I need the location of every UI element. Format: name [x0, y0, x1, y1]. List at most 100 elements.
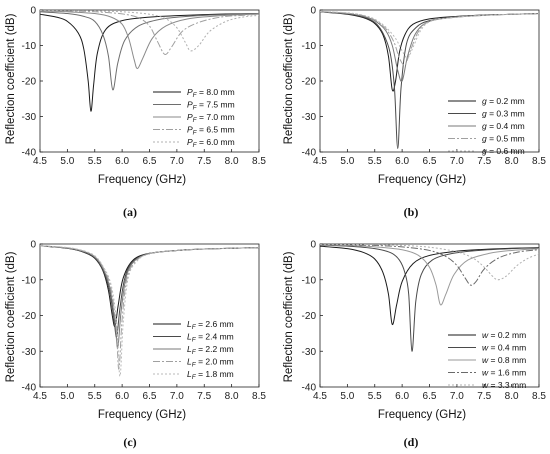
legend-label: LF = 1.8 mm [187, 369, 234, 381]
y-tick-label: -40 [22, 383, 37, 394]
panel-a-label: (a) [123, 205, 137, 219]
y-tick-label: -10 [22, 41, 37, 52]
panel-b-label: (b) [404, 205, 419, 219]
legend-label: PF = 6.5 mm [187, 125, 235, 137]
x-tick-label: 8.5 [252, 391, 266, 402]
y-tick-label: -10 [22, 275, 37, 286]
x-tick-label: 5.5 [368, 391, 382, 402]
y-tick-label: -10 [302, 41, 317, 52]
x-tick-label: 6.0 [115, 156, 129, 167]
legend-label: LF = 2.2 mm [187, 344, 234, 356]
x-tick-label: 6.5 [423, 391, 437, 402]
x-tick-label: 7.0 [170, 156, 184, 167]
panel-a-xlabel: Frequency (GHz) [98, 174, 186, 186]
x-tick-label: 6.0 [115, 391, 129, 402]
x-tick-label: 7.5 [197, 156, 211, 167]
x-tick-label: 7.5 [477, 156, 491, 167]
y-tick-label: -30 [302, 347, 317, 358]
x-tick-label: 8.5 [532, 156, 546, 167]
series-line [320, 245, 539, 325]
y-tick-label: -30 [22, 347, 37, 358]
series-line [320, 244, 539, 306]
series-line [320, 11, 539, 82]
y-tick-label: -10 [302, 275, 317, 286]
legend-label: w = 3.3 mm [482, 380, 526, 390]
legend-label: PF = 7.5 mm [187, 100, 235, 112]
y-tick-label: -20 [22, 311, 37, 322]
series-line [320, 244, 539, 286]
y-tick-label: 0 [30, 240, 36, 251]
legend-label: LF = 2.0 mm [187, 357, 234, 369]
x-tick-label: 6.0 [395, 391, 409, 402]
x-tick-label: 6.5 [143, 156, 157, 167]
panel-b-ylabel: Reflection coefficient (dB) [283, 13, 295, 144]
y-tick-label: -20 [302, 77, 317, 88]
legend-label: g = 0.5 mm [482, 134, 525, 144]
y-tick-label: -40 [302, 383, 317, 394]
x-tick-label: 5.5 [88, 156, 102, 167]
x-tick-label: 7.0 [170, 391, 184, 402]
y-tick-label: 0 [310, 6, 316, 17]
x-tick-label: 8.0 [225, 391, 239, 402]
x-tick-label: 4.5 [313, 391, 327, 402]
legend-label: w = 0.8 mm [482, 355, 526, 365]
x-tick-label: 4.5 [33, 391, 47, 402]
panel-c: Reflection coefficient (dB) Frequency (G… [5, 240, 266, 450]
x-tick-label: 8.0 [225, 156, 239, 167]
series-line [320, 244, 539, 281]
panel-d-xlabel: Frequency (GHz) [378, 409, 466, 421]
series-line [40, 10, 259, 52]
panel-b: Reflection coefficient (dB) Frequency (G… [283, 6, 546, 220]
x-tick-label: 7.5 [477, 391, 491, 402]
x-tick-label: 6.5 [423, 156, 437, 167]
x-tick-label: 8.0 [505, 391, 519, 402]
legend-label: w = 0.2 mm [482, 330, 526, 340]
panel-b-xlabel: Frequency (GHz) [378, 174, 466, 186]
x-tick-label: 5.0 [340, 156, 354, 167]
series-line [40, 10, 259, 70]
legend-label: PF = 8.0 mm [187, 87, 235, 99]
panel-a: Reflection coefficient (dB) Frequency (G… [5, 6, 266, 220]
panel-a-ylabel: Reflection coefficient (dB) [5, 13, 17, 144]
y-tick-label: -30 [22, 112, 37, 123]
x-tick-label: 5.0 [60, 391, 74, 402]
legend-label: g = 0.2 mm [482, 96, 525, 106]
series-line [320, 11, 539, 92]
x-tick-label: 7.0 [450, 156, 464, 167]
plot-frame [319, 243, 540, 388]
legend-label: PF = 6.0 mm [187, 137, 235, 149]
legend-label: w = 0.4 mm [482, 343, 526, 353]
series-line [40, 10, 259, 55]
x-tick-label: 5.0 [340, 391, 354, 402]
legend-label: g = 0.3 mm [482, 109, 525, 119]
series-line [40, 11, 259, 91]
series-line [320, 244, 539, 352]
panel-d-ylabel: Reflection coefficient (dB) [283, 251, 295, 382]
y-tick-label: -40 [22, 148, 37, 159]
x-tick-label: 8.5 [252, 156, 266, 167]
y-tick-label: -40 [302, 148, 317, 159]
panel-d-label: (d) [404, 435, 419, 449]
panel-c-ylabel: Reflection coefficient (dB) [5, 251, 17, 382]
x-tick-label: 5.5 [368, 156, 382, 167]
x-tick-label: 6.5 [143, 391, 157, 402]
legend-label: LF = 2.6 mm [187, 319, 234, 331]
legend-label: g = 0.6 mm [482, 146, 525, 156]
panel-d: Reflection coefficient (dB) Frequency (G… [283, 240, 546, 450]
series-line [40, 13, 259, 112]
legend-label: LF = 2.4 mm [187, 332, 234, 344]
y-tick-label: -20 [22, 77, 37, 88]
series-line [320, 10, 539, 66]
series-line [40, 245, 259, 377]
y-tick-label: -30 [302, 112, 317, 123]
x-tick-label: 5.0 [60, 156, 74, 167]
legend-label: PF = 7.0 mm [187, 112, 235, 124]
x-tick-label: 4.5 [313, 156, 327, 167]
x-tick-label: 8.5 [532, 391, 546, 402]
panel-c-xlabel: Frequency (GHz) [98, 409, 186, 421]
x-tick-label: 4.5 [33, 156, 47, 167]
y-tick-label: 0 [30, 6, 36, 17]
x-tick-label: 6.0 [395, 156, 409, 167]
x-tick-label: 7.0 [450, 391, 464, 402]
